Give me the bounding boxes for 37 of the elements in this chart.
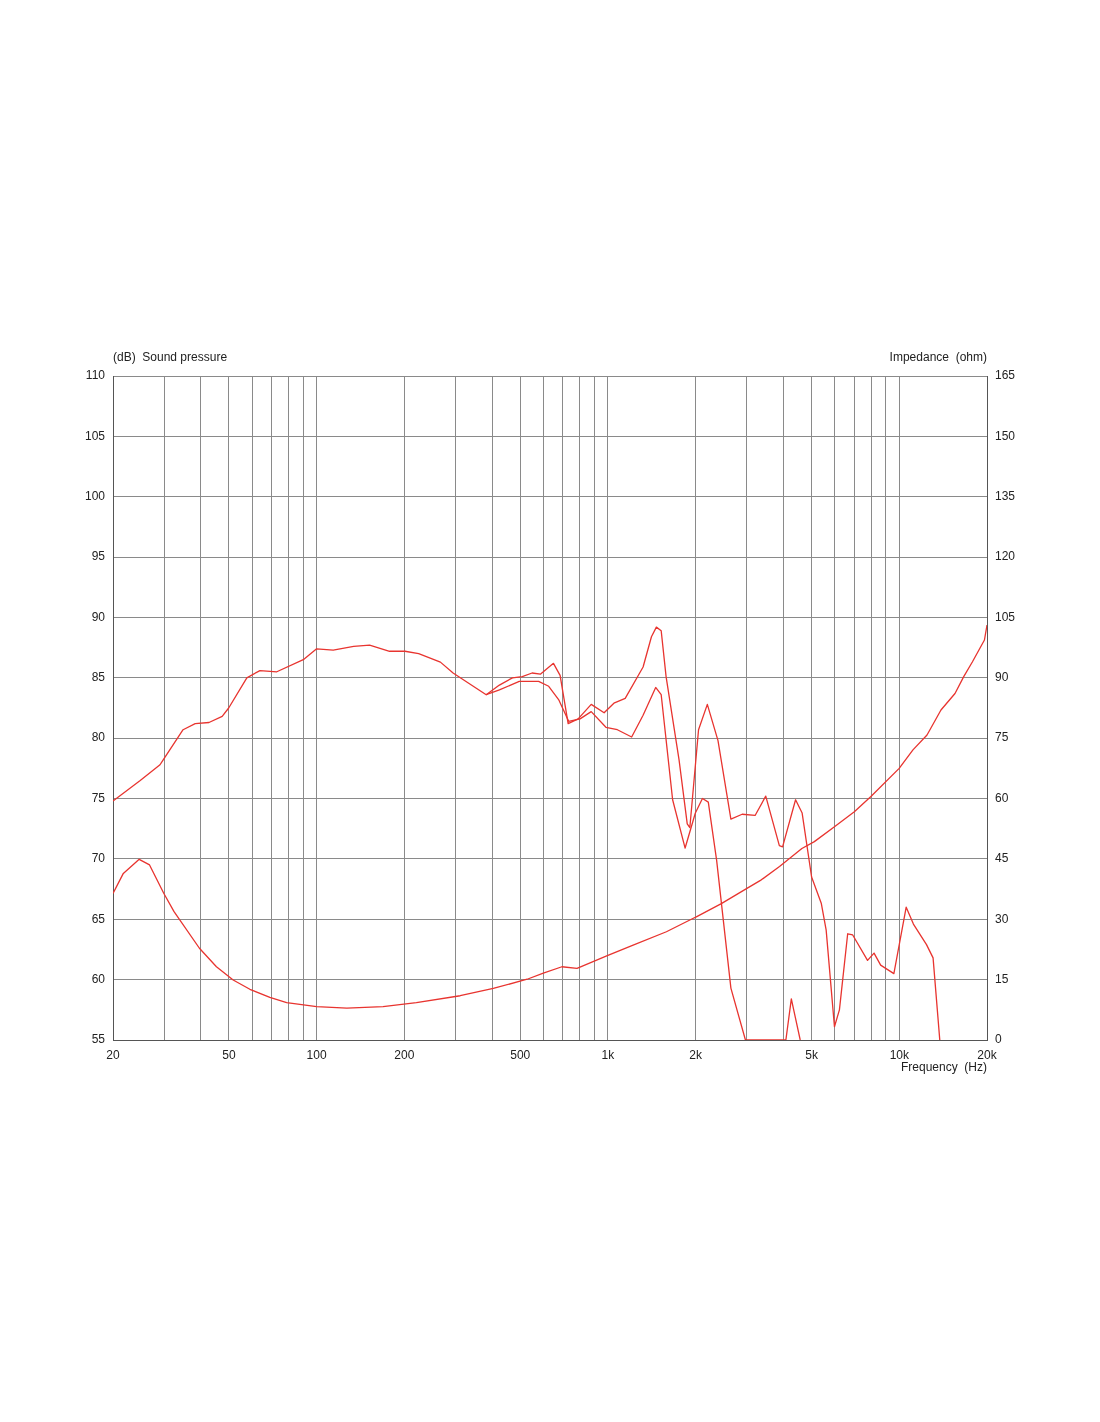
x-tick-label: 10k [889,1047,910,1062]
y2-tick-label: 0 [995,1032,1002,1047]
y-tick-label: 75 [91,790,106,805]
y2-tick-label: 15 [995,971,1009,986]
y2-tick-label: 120 [995,549,1016,564]
y-tick-label: 95 [91,549,106,564]
y-tick-label: 70 [91,851,106,866]
y2-tick-label: 165 [995,368,1016,383]
x-tick-label: 50 [222,1047,236,1062]
x-tick-label: 200 [394,1047,415,1062]
y-axis-title: (dB) Sound pressure [113,350,228,365]
y-tick-label: 60 [91,971,106,986]
y2-tick-label: 150 [995,428,1016,443]
x-tick-label: 500 [510,1047,531,1062]
y2-tick-label: 45 [995,851,1009,866]
x-axis-title: Frequency (Hz) [900,1060,987,1075]
x-tick-label: 5k [805,1047,819,1062]
y2-tick-label: 60 [995,790,1009,805]
y-tick-label: 80 [91,730,106,745]
y-tick-label: 55 [91,1032,106,1047]
y2-tick-label: 30 [995,911,1009,926]
y2-axis-title: Impedance (ohm) [889,350,987,365]
x-tick-label: 2k [689,1047,703,1062]
y-tick-label: 85 [91,670,106,685]
x-tick-label: 20k [977,1047,998,1062]
y2-tick-label: 90 [995,670,1009,685]
x-tick-label: 100 [306,1047,327,1062]
x-tick-label: 20 [106,1047,120,1062]
y-tick-label: 105 [84,428,106,443]
x-tick-label: 1k [601,1047,616,1062]
y2-tick-label: 105 [995,609,1016,624]
y-tick-label: 100 [84,489,106,504]
y-tick-label: 110 [85,368,106,383]
y2-tick-label: 135 [995,489,1016,504]
y-tick-label: 90 [91,609,106,624]
y2-tick-label: 75 [995,730,1009,745]
y-tick-label: 65 [91,911,106,926]
